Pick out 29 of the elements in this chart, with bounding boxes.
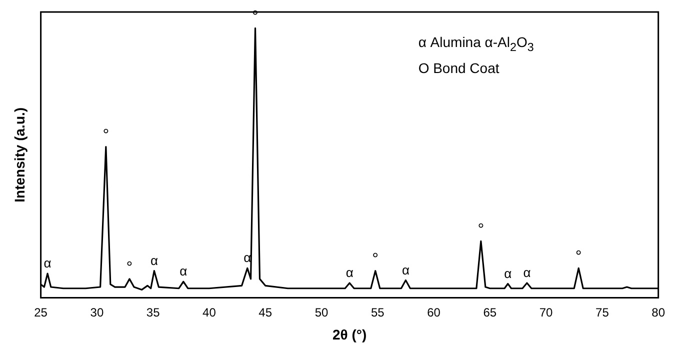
x-tick-label: 60	[427, 305, 441, 320]
annotation: α	[504, 266, 512, 281]
annotation: α	[44, 256, 52, 271]
x-tick-label: 45	[258, 305, 272, 320]
annotation: α	[150, 252, 158, 268]
x-tick-label: 80	[652, 305, 666, 320]
annotation: α	[180, 264, 188, 279]
x-tick-label: 70	[539, 305, 554, 320]
x-tick-label: 75	[596, 305, 610, 320]
x-tick-label: 40	[202, 305, 216, 320]
x-tick-label: 25	[34, 305, 48, 320]
annotation: α	[523, 265, 532, 280]
annotation: °	[575, 248, 582, 266]
x-tick-label: 55	[370, 305, 385, 320]
annotation: α Alumina α-Al$_{2}$O$_{3}$	[418, 33, 534, 56]
annotation: α	[346, 265, 354, 280]
x-tick-label: 65	[483, 305, 497, 320]
y-axis-title: Intensity (a.u.)	[11, 107, 28, 202]
annotation: α	[244, 250, 252, 266]
annotation: °	[102, 127, 110, 144]
x-tick-label: 30	[90, 305, 104, 320]
annotation: °	[126, 259, 133, 276]
annotation: °	[478, 222, 484, 239]
annotation: O Bond Coat	[418, 58, 500, 78]
x-tick-label: 50	[314, 305, 328, 320]
annotation: α	[402, 262, 410, 278]
x-tick-label: 35	[146, 305, 160, 320]
x-axis-title: 2θ (°)	[332, 326, 367, 342]
annotation: °	[372, 251, 379, 268]
